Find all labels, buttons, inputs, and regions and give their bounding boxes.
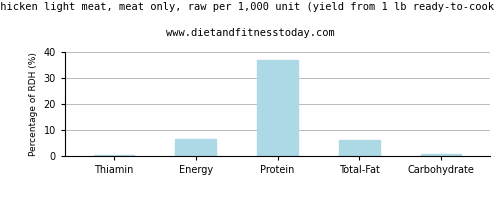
- Bar: [94, 155, 134, 156]
- Bar: [257, 60, 298, 156]
- Text: Chicken light meat, meat only, raw per 1,000 unit (yield from 1 lb ready-to-cook: Chicken light meat, meat only, raw per 1…: [0, 2, 500, 12]
- Bar: [420, 154, 462, 156]
- Y-axis label: Percentage of RDH (%): Percentage of RDH (%): [29, 52, 38, 156]
- Bar: [176, 139, 216, 156]
- Text: www.dietandfitnesstoday.com: www.dietandfitnesstoday.com: [166, 28, 334, 38]
- Bar: [339, 140, 380, 156]
